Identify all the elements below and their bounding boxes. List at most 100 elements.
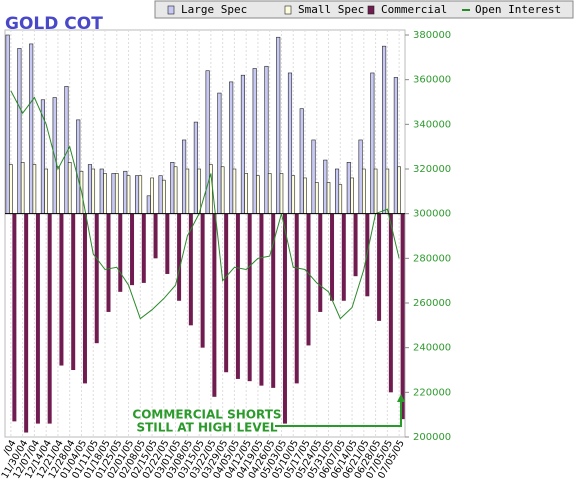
bar [24,213,29,433]
bar [185,168,190,214]
bar [330,213,335,301]
bar [91,168,96,214]
bar [87,164,93,214]
bar [47,213,52,424]
bar [99,168,104,214]
bar [353,213,358,277]
legend-box [154,0,574,19]
bar [388,213,393,393]
bar [126,175,131,214]
bar [158,175,163,214]
bar [240,74,245,214]
bar [200,213,205,348]
bar [276,36,281,214]
bar [311,139,316,214]
bar [106,213,111,312]
bar [193,121,198,214]
bar [338,184,343,214]
bar [341,213,346,301]
bar [94,213,99,344]
bar [76,119,81,214]
bar [153,213,158,259]
bar [5,34,10,214]
bar [118,213,123,292]
bar [217,92,222,214]
bar [146,195,151,214]
bar [209,164,213,214]
bar [188,213,193,326]
y-tick-label: 220000 [413,387,451,398]
bar [224,213,229,373]
annotation: STILL AT HIGH LEVEL [136,421,277,435]
bar [162,179,166,214]
arrow-head [397,394,405,402]
bar [82,213,87,384]
legend-swatch [167,5,175,15]
bar [182,139,187,214]
bar [212,213,217,397]
bar [123,170,128,214]
bar [377,213,382,321]
y-tick-label: 360000 [413,75,451,86]
bar [256,175,260,214]
bar [17,48,22,214]
bar [385,168,390,214]
bar [271,213,276,388]
bar [35,213,40,424]
bar [229,81,234,214]
bar [279,173,284,214]
bar [291,175,296,214]
bar [165,213,170,274]
annotation: COMMERCIAL SHORTS [132,408,281,422]
y-tick-label: 320000 [413,164,451,175]
legend-label: Small Spec [298,3,364,16]
bar [334,168,340,214]
bar [287,72,293,214]
bar [306,213,311,346]
bar [141,213,146,283]
bar [303,177,307,214]
y-tick-label: 380000 [413,30,451,41]
bar [29,43,34,214]
bar [362,168,366,214]
bar [244,173,248,214]
bar [177,213,182,301]
bar [12,213,17,422]
bar [350,177,354,214]
legend-label: Open Interest [475,3,561,16]
annotation-arrow [275,400,402,427]
bar [397,166,401,214]
bar [346,162,351,214]
bar [130,213,135,286]
bar [59,213,64,366]
bar [111,173,116,214]
bar [314,182,319,214]
bar [400,213,405,420]
bar [318,213,323,312]
bar [9,164,13,214]
bar [220,166,225,214]
bar [382,45,387,214]
bar [370,72,375,214]
bar [235,213,240,379]
legend-swatch [284,5,292,15]
bar [205,70,210,214]
bar [373,168,378,214]
legend-label: Commercial [381,3,447,16]
bar [299,108,304,214]
bar [150,177,154,214]
legend-label: Large Spec [181,3,247,16]
bar [326,182,331,214]
chart-title: GOLD COT [5,14,103,34]
bar [252,68,257,214]
bar [134,175,140,214]
bar [259,213,264,386]
bar [56,166,60,214]
y-tick-label: 300000 [413,209,451,220]
bar [67,162,72,214]
bar [44,168,48,214]
bar [71,213,76,370]
bar [232,168,237,214]
bar [247,213,252,382]
